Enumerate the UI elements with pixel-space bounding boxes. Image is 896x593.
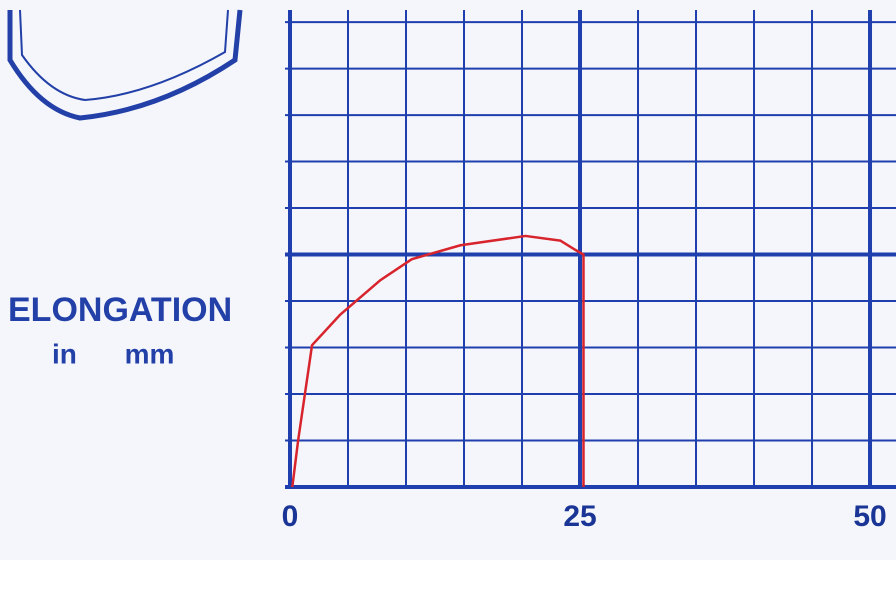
x-axis-label: ELONGATION [8,291,232,329]
paper-margin [0,560,896,593]
x-tick-label: 0 [282,500,299,533]
x-axis-unit: in mm [52,338,174,369]
chart: ELONGATION in mm 0 25 50 [0,0,896,593]
x-tick-label: 25 [563,500,596,533]
x-tick-label: 50 [853,500,886,533]
page: ELONGATION in mm 02550 (() => { const da… [0,0,896,593]
